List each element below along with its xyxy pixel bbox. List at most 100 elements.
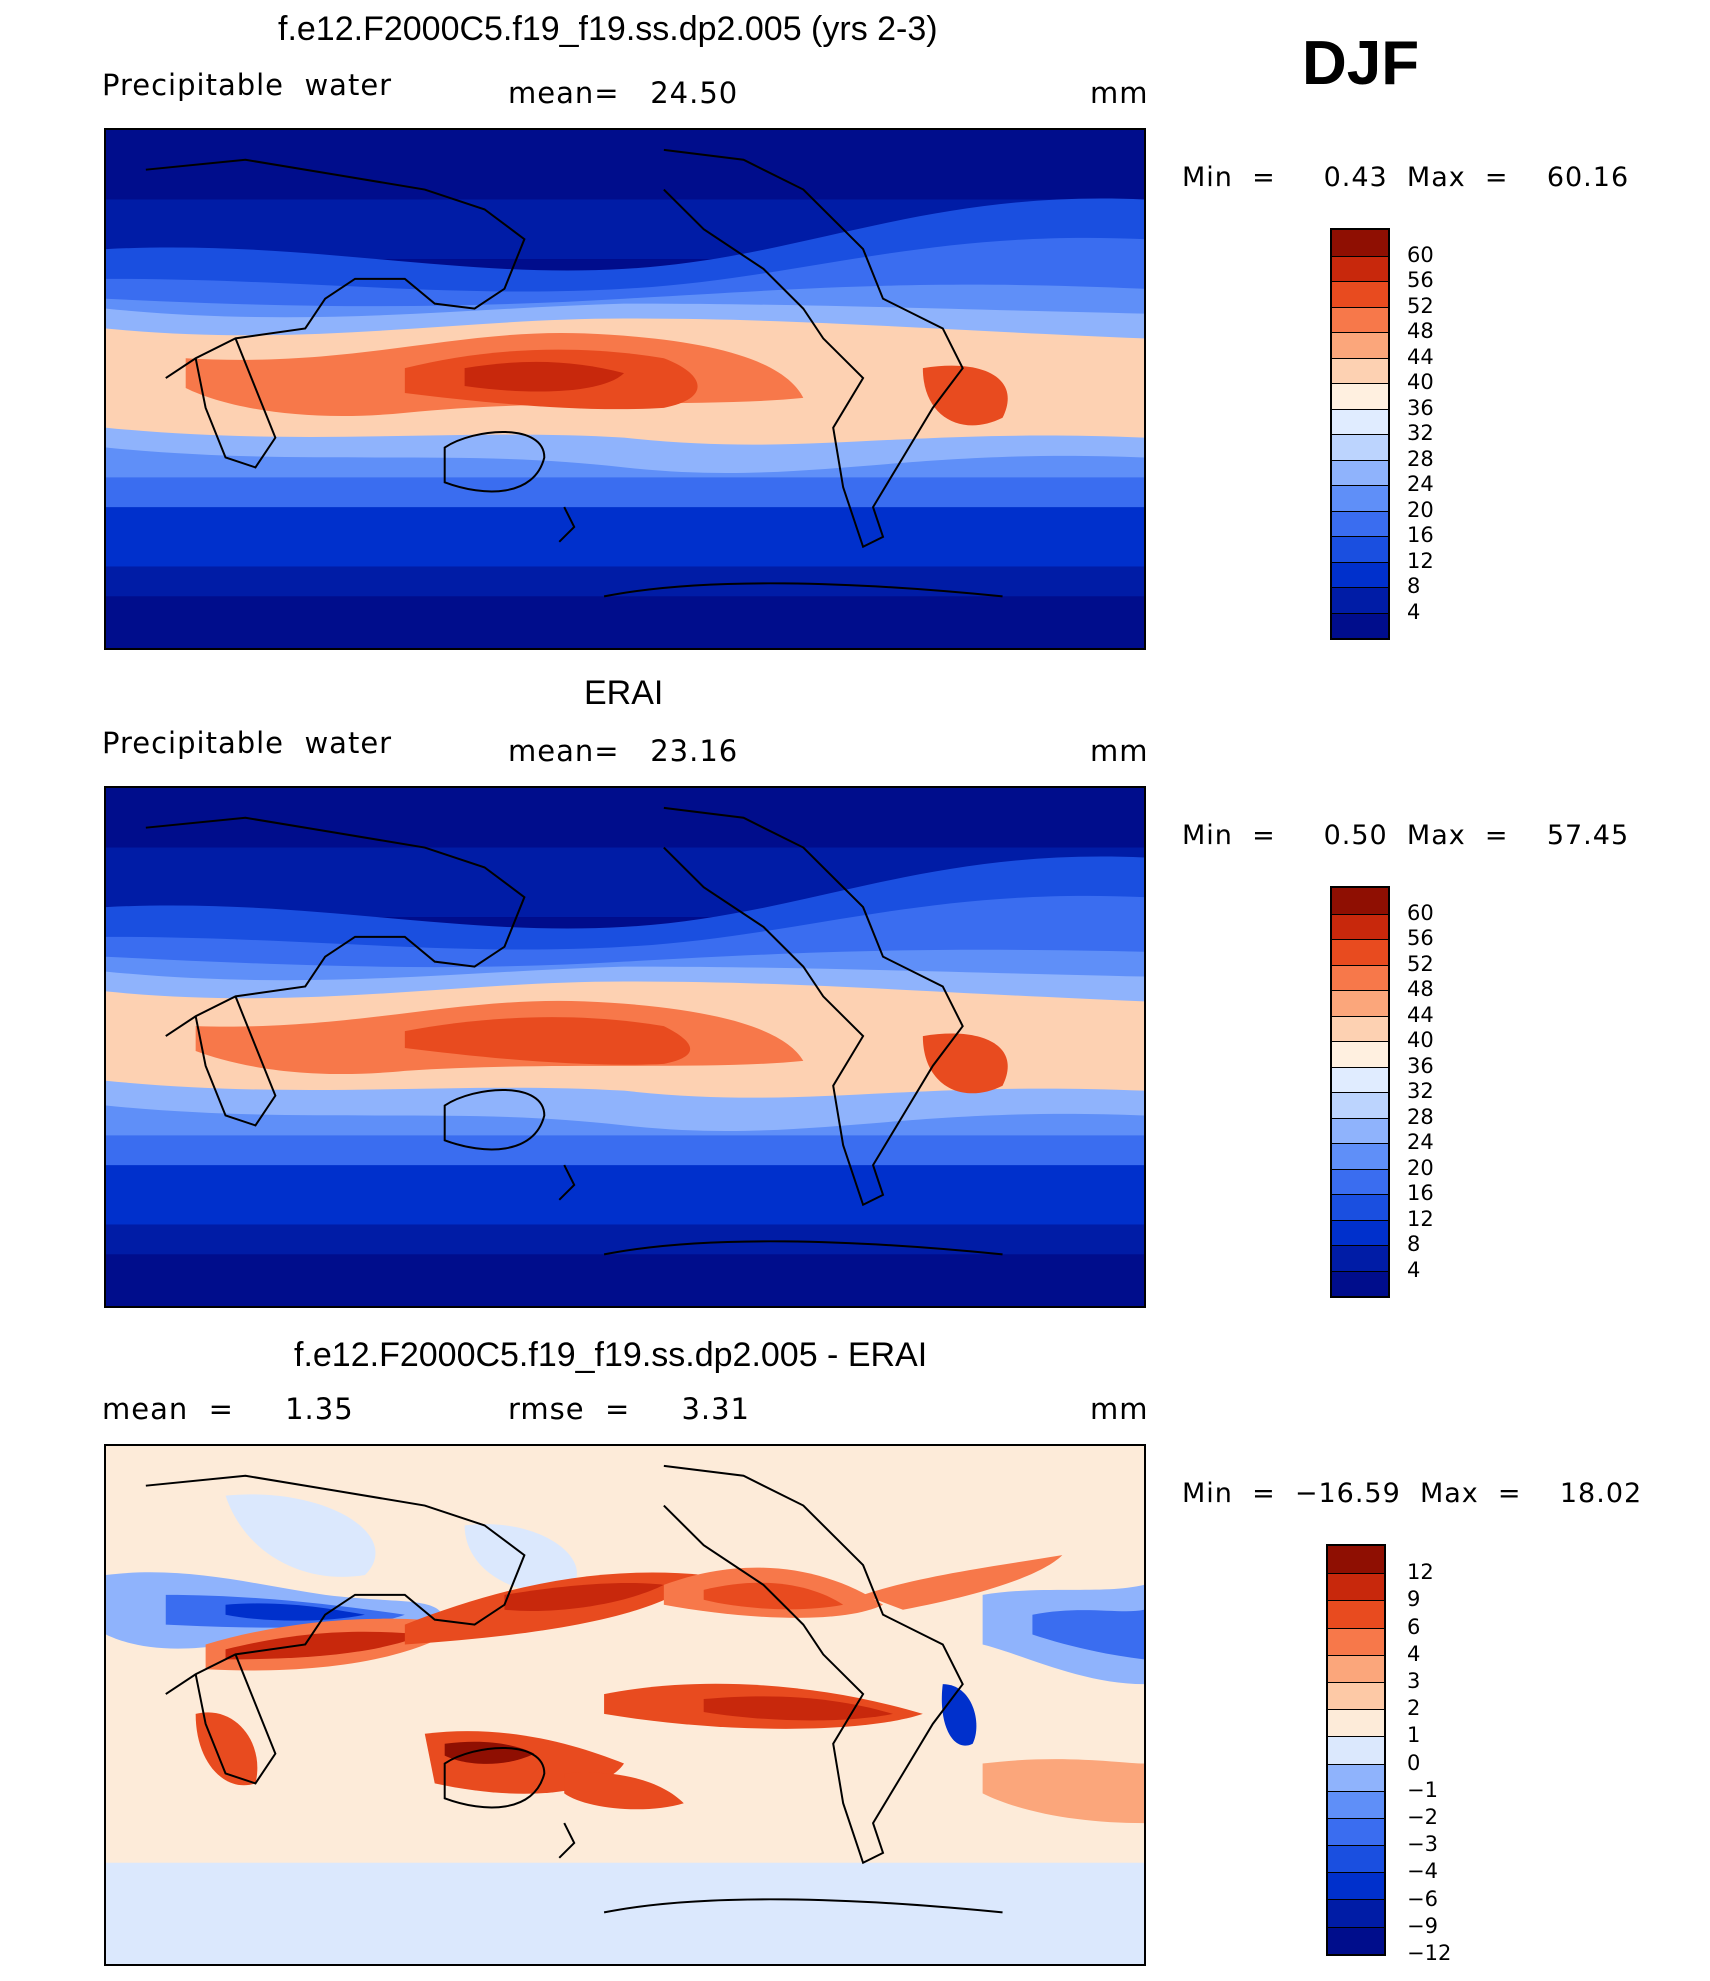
colorbar-segment <box>1328 1736 1384 1764</box>
panel-1-map <box>104 128 1146 650</box>
colorbar-segment <box>1332 587 1388 613</box>
colorbar-tick-label: 3 <box>1407 1669 1421 1693</box>
colorbar-segment <box>1332 408 1388 434</box>
colorbar-tick-label: 8 <box>1407 1232 1421 1256</box>
colorbar-segment <box>1332 913 1388 939</box>
colorbar-segment <box>1332 888 1388 914</box>
colorbar-segment <box>1328 1899 1384 1927</box>
colorbar-segment <box>1328 1600 1384 1628</box>
colorbar-segment <box>1332 1092 1388 1118</box>
panel-1-minmax: Min = 0.43 Max = 60.16 <box>1182 162 1630 193</box>
colorbar-tick-label: 32 <box>1407 421 1434 445</box>
panel-1-title: f.e12.F2000C5.f19_f19.ss.dp2.005 (yrs 2-… <box>278 10 938 48</box>
colorbar-tick-label: 60 <box>1407 900 1434 925</box>
panel-3-units-label: mm <box>1090 1392 1149 1426</box>
colorbar-segment <box>1332 1168 1388 1194</box>
colorbar-tick-label: −1 <box>1407 1777 1438 1802</box>
panel-3-minmax: Min = −16.59 Max = 18.02 <box>1182 1478 1643 1509</box>
colorbar-segment <box>1332 281 1388 307</box>
colorbar-segment <box>1328 1790 1384 1818</box>
colorbar-tick-label: 20 <box>1407 1155 1434 1180</box>
colorbar-tick-label: 24 <box>1407 472 1434 496</box>
colorbar-segment <box>1332 990 1388 1016</box>
colorbar-tick-label: 48 <box>1407 977 1434 1001</box>
colorbar-segment <box>1332 383 1388 409</box>
colorbar-tick-label: 16 <box>1407 523 1434 547</box>
colorbar-segment <box>1332 357 1388 383</box>
colorbar-tick-label: 24 <box>1407 1130 1434 1154</box>
panel-3-colorbar-labels: 12 9 6 4 3 2 1 0 −1 −2 −3 −4 −6 −9 −12 <box>1407 1544 1467 1965</box>
colorbar-tick-label: −3 <box>1407 1832 1438 1857</box>
colorbar-tick-label: −12 <box>1407 1941 1452 1965</box>
colorbar-segment <box>1332 485 1388 511</box>
colorbar-tick-label: 6 <box>1407 1614 1421 1639</box>
colorbar-tick-label: 8 <box>1407 574 1421 598</box>
season-label: DJF <box>1302 29 1420 98</box>
colorbar-tick-label: −4 <box>1407 1859 1438 1884</box>
colorbar-segment <box>1332 434 1388 460</box>
panel-3-title: f.e12.F2000C5.f19_f19.ss.dp2.005 - ERAI <box>294 1336 928 1374</box>
panel-3-mean-label: mean = 1.35 <box>102 1392 354 1426</box>
colorbar-segment <box>1332 510 1388 536</box>
colorbar-segment <box>1332 1219 1388 1245</box>
panel-2-colorbar-labels: 60 56 52 48 44 40 36 32 28 24 20 16 12 8 4 <box>1407 886 1467 1298</box>
panel-1-colorbar-labels: 60 56 52 48 44 40 36 32 28 24 20 16 12 8 4 <box>1407 228 1467 640</box>
colorbar-tick-label: 56 <box>1407 268 1434 292</box>
panel-1-units-label: mm <box>1090 76 1149 110</box>
panel-1-variable-label: Precipitable water <box>102 68 393 102</box>
colorbar-segment <box>1332 1117 1388 1143</box>
colorbar-segment <box>1328 1872 1384 1900</box>
colorbar-tick-label: 2 <box>1407 1696 1421 1721</box>
colorbar-segment <box>1328 1654 1384 1682</box>
colorbar-tick-label: 20 <box>1407 497 1434 522</box>
colorbar-tick-label: −9 <box>1407 1913 1438 1938</box>
colorbar-segment <box>1332 306 1388 332</box>
colorbar-tick-label: −6 <box>1407 1886 1438 1911</box>
colorbar-tick-label: 44 <box>1407 1002 1434 1027</box>
colorbar-segment <box>1332 1041 1388 1067</box>
colorbar-segment <box>1332 939 1388 965</box>
colorbar-tick-label: 36 <box>1407 1053 1434 1078</box>
colorbar-segment <box>1332 1194 1388 1220</box>
colorbar-tick-label: 1 <box>1407 1723 1421 1748</box>
colorbar-segment <box>1332 1143 1388 1169</box>
panel-2-mean-label: mean= 23.16 <box>508 734 739 768</box>
colorbar-segment <box>1328 1546 1384 1574</box>
panel-3-colorbar <box>1326 1544 1386 1956</box>
colorbar-tick-label: 44 <box>1407 344 1434 369</box>
colorbar-segment <box>1332 1015 1388 1041</box>
colorbar-segment <box>1328 1763 1384 1791</box>
colorbar-segment <box>1332 612 1388 638</box>
colorbar-tick-label: 12 <box>1407 1560 1434 1585</box>
colorbar-segment <box>1332 1066 1388 1092</box>
colorbar-tick-label: 28 <box>1407 446 1434 471</box>
colorbar-segment <box>1332 1270 1388 1296</box>
panel-3-rmse-label: rmse = 3.31 <box>508 1392 751 1426</box>
colorbar-tick-label: 4 <box>1407 1257 1421 1282</box>
colorbar-tick-label: 28 <box>1407 1104 1434 1129</box>
panel-2-colorbar <box>1330 886 1390 1298</box>
colorbar-tick-label: 60 <box>1407 242 1434 267</box>
colorbar-segment <box>1332 332 1388 358</box>
colorbar-segment <box>1332 536 1388 562</box>
panel-1-mean-label: mean= 24.50 <box>508 76 739 110</box>
colorbar-tick-label: 40 <box>1407 1028 1434 1052</box>
colorbar-tick-label: 12 <box>1407 1206 1434 1231</box>
colorbar-tick-label: 36 <box>1407 395 1434 420</box>
colorbar-segment <box>1328 1709 1384 1737</box>
colorbar-segment <box>1332 964 1388 990</box>
colorbar-segment <box>1332 1245 1388 1271</box>
colorbar-tick-label: 16 <box>1407 1181 1434 1205</box>
colorbar-segment <box>1328 1817 1384 1846</box>
colorbar-segment <box>1332 255 1388 281</box>
colorbar-tick-label: 56 <box>1407 926 1434 950</box>
colorbar-segment <box>1328 1681 1384 1710</box>
colorbar-tick-label: 32 <box>1407 1079 1434 1103</box>
colorbar-tick-label: 9 <box>1407 1587 1421 1612</box>
panel-2-variable-label: Precipitable water <box>102 726 393 760</box>
panel-2-title: ERAI <box>584 674 664 712</box>
colorbar-segment <box>1332 561 1388 587</box>
colorbar-segment <box>1328 1845 1384 1873</box>
panel-3-map <box>104 1444 1146 1966</box>
colorbar-tick-label: 52 <box>1407 951 1434 976</box>
